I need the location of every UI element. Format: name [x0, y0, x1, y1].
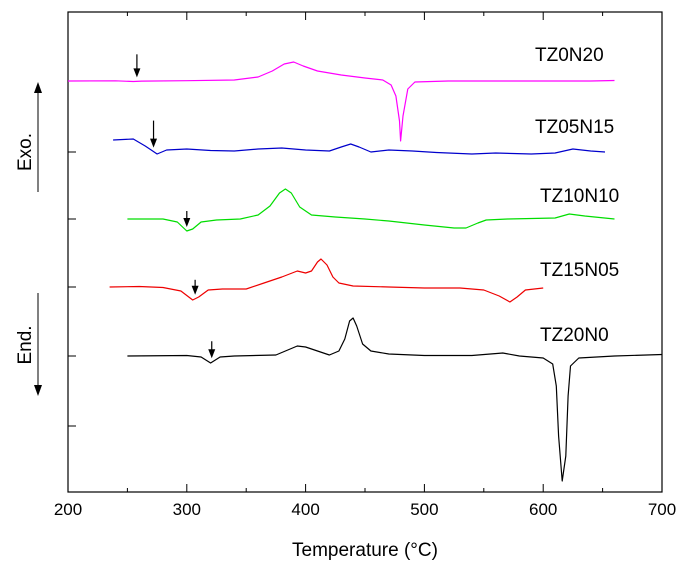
- axis-ticks: [67, 12, 663, 492]
- x-tick-label: 700: [648, 500, 676, 519]
- end-label: End.: [15, 325, 36, 364]
- exo-arrow-head: [34, 82, 42, 93]
- x-axis-label: Temperature (°C): [292, 540, 438, 561]
- x-tick-label: 600: [529, 500, 557, 519]
- transition-arrow-head: [191, 285, 199, 295]
- series-line-TZ20N0: [127, 317, 663, 482]
- series-line-TZ0N20: [67, 61, 615, 142]
- series-label: TZ15N05: [540, 260, 619, 281]
- transition-arrow-head: [133, 68, 141, 78]
- series-label: TZ05N15: [535, 117, 614, 138]
- transition-arrows: [133, 54, 216, 359]
- series-label: TZ10N10: [540, 186, 619, 207]
- x-tick-label: 300: [173, 500, 201, 519]
- series-layer: [67, 61, 663, 482]
- transition-arrow-head: [183, 218, 191, 227]
- transition-arrow-head: [208, 349, 216, 359]
- end-arrow-head: [34, 385, 42, 396]
- x-tick-label: 500: [410, 500, 438, 519]
- x-tick-label: 400: [291, 500, 319, 519]
- series-labels: TZ0N20 TZ05N15 TZ10N10 TZ15N05 TZ20N0: [535, 45, 619, 346]
- series-label: TZ0N20: [535, 45, 604, 66]
- plot-area-frame: [67, 11, 663, 493]
- series-label: TZ20N0: [540, 325, 609, 346]
- series-line-TZ05N15: [113, 138, 606, 155]
- series-line-TZ10N10: [127, 188, 615, 232]
- x-tick-labels: 200 300 400 500 600 700: [54, 500, 676, 519]
- transition-arrow-head: [150, 138, 158, 148]
- exo-label: Exo.: [15, 133, 36, 171]
- series-line-TZ15N05: [109, 258, 544, 303]
- x-tick-label: 200: [54, 500, 82, 519]
